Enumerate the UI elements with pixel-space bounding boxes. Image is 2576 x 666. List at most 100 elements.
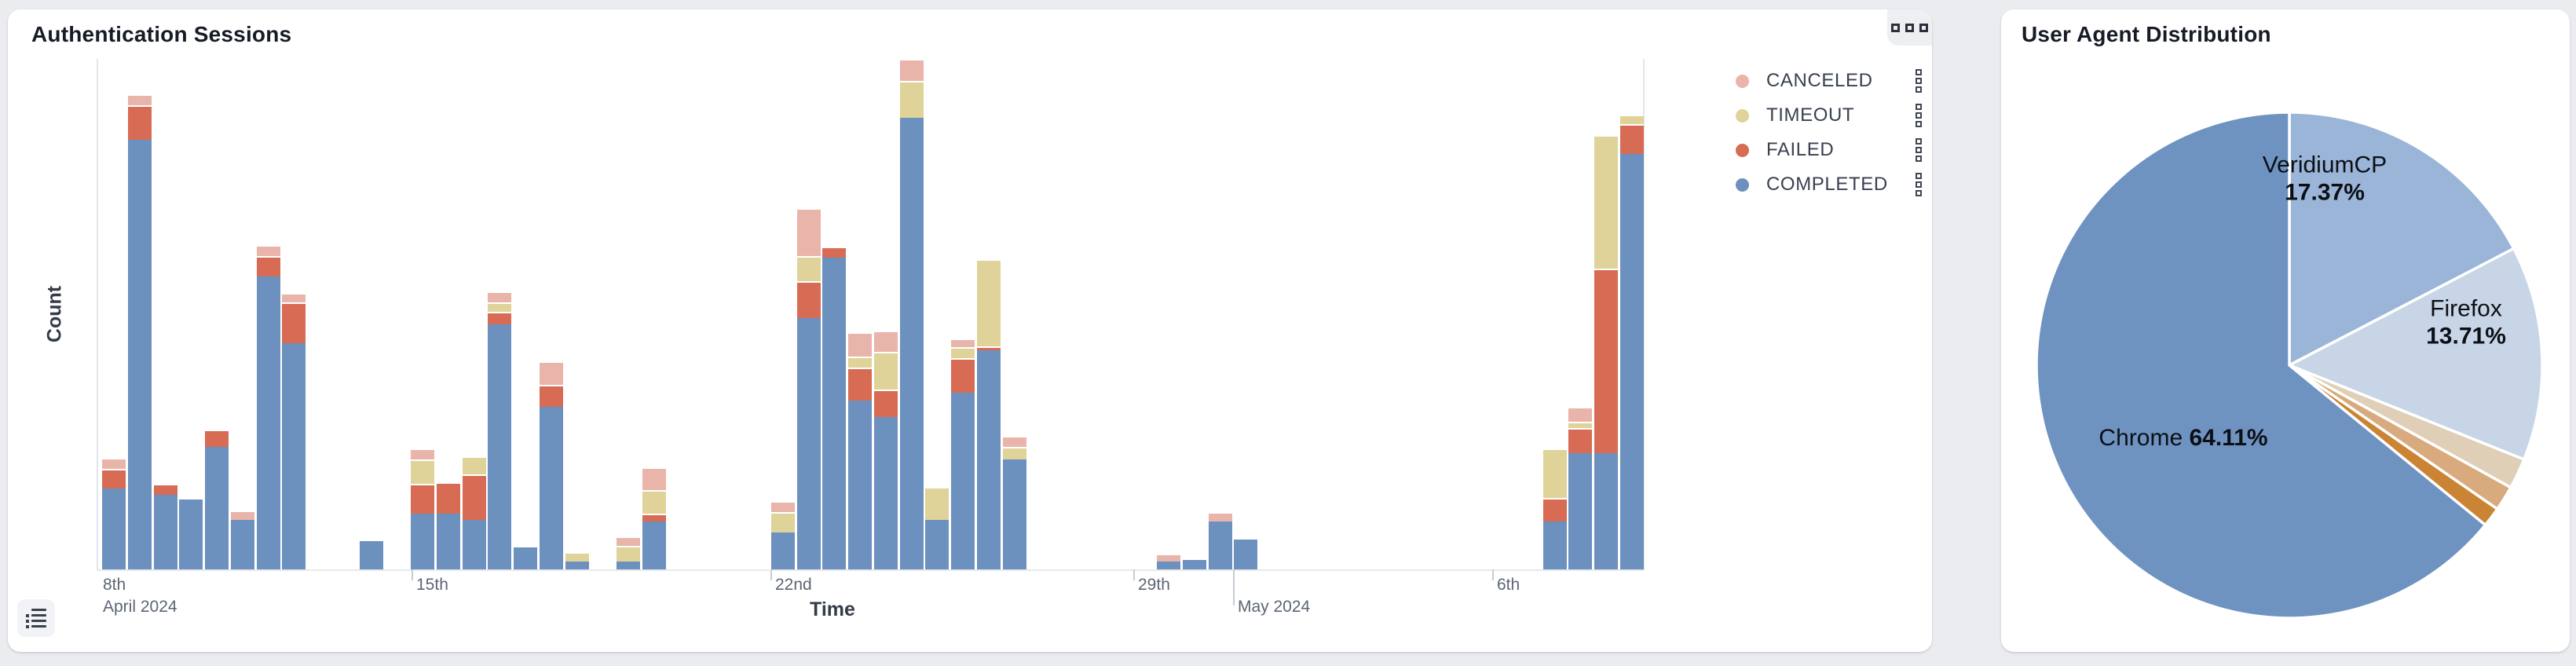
bar-segment-completed[interactable] [1157, 562, 1181, 569]
bar-segment-canceled[interactable] [1568, 408, 1593, 423]
pie-slice-chrome[interactable] [2035, 111, 2487, 620]
bar-segment-timeout[interactable] [1002, 448, 1026, 459]
bar-stack[interactable] [1002, 436, 1026, 569]
bar-segment-failed[interactable] [976, 347, 1001, 351]
bar-segment-canceled[interactable] [796, 209, 821, 256]
bar-segment-failed[interactable] [1568, 430, 1593, 453]
bar-segment-canceled[interactable] [230, 511, 254, 520]
bar-segment-completed[interactable] [796, 317, 821, 569]
bar-segment-completed[interactable] [848, 400, 873, 569]
bar-stack[interactable] [256, 245, 280, 569]
bar-stack[interactable] [488, 291, 512, 569]
bar-segment-completed[interactable] [205, 446, 229, 569]
bar-segment-timeout[interactable] [462, 457, 486, 475]
bar-stack[interactable] [873, 331, 898, 569]
bar-segment-failed[interactable] [436, 484, 460, 514]
bar-stack[interactable] [1568, 407, 1593, 569]
bar-stack[interactable] [411, 448, 435, 569]
bar-stack[interactable] [127, 94, 152, 569]
bar-segment-completed[interactable] [488, 324, 512, 569]
bar-segment-completed[interactable] [282, 342, 306, 569]
bar-segment-completed[interactable] [102, 489, 126, 569]
bar-segment-failed[interactable] [282, 304, 306, 343]
bar-segment-timeout[interactable] [848, 358, 873, 368]
bar-stack[interactable] [951, 338, 975, 569]
bar-segment-completed[interactable] [462, 519, 486, 569]
kebab-handle-icon[interactable] [1916, 104, 1922, 127]
bar-segment-completed[interactable] [770, 532, 795, 569]
bar-segment-timeout[interactable] [642, 492, 666, 514]
bar-stack[interactable] [1208, 512, 1232, 569]
bar-segment-timeout[interactable] [925, 489, 950, 520]
bar-segment-failed[interactable] [127, 107, 152, 140]
bar-stack[interactable] [282, 293, 306, 569]
bar-segment-completed[interactable] [565, 562, 589, 569]
bar-segment-completed[interactable] [539, 406, 563, 569]
bar-segment-failed[interactable] [462, 476, 486, 520]
bar-segment-timeout[interactable] [565, 554, 589, 562]
bar-segment-failed[interactable] [822, 248, 847, 258]
bar-segment-completed[interactable] [1234, 540, 1258, 569]
bar-stack[interactable] [462, 456, 486, 569]
bar-segment-completed[interactable] [1594, 452, 1619, 569]
data-view-button[interactable] [17, 599, 55, 637]
legend-item-timeout[interactable]: TIMEOUT [1736, 104, 1922, 127]
bar-segment-completed[interactable] [617, 562, 641, 569]
bar-segment-canceled[interactable] [642, 468, 666, 491]
bar-stack[interactable] [514, 547, 538, 569]
bar-stack[interactable] [848, 332, 873, 569]
bar-segment-completed[interactable] [873, 417, 898, 569]
bar-segment-canceled[interactable] [102, 459, 126, 469]
bar-segment-canceled[interactable] [1002, 437, 1026, 447]
bar-segment-timeout[interactable] [770, 513, 795, 532]
bar-segment-failed[interactable] [848, 369, 873, 401]
bar-segment-failed[interactable] [1594, 269, 1619, 453]
bar-segment-canceled[interactable] [899, 60, 924, 81]
card-menu-button[interactable] [1887, 9, 1932, 46]
bar-segment-completed[interactable] [127, 139, 152, 569]
bar-stack[interactable] [539, 361, 563, 569]
bar-segment-failed[interactable] [796, 282, 821, 318]
bar-segment-timeout[interactable] [1619, 116, 1644, 125]
bar-stack[interactable] [976, 259, 1001, 569]
bar-segment-completed[interactable] [1002, 459, 1026, 569]
bar-segment-timeout[interactable] [796, 257, 821, 281]
bar-segment-timeout[interactable] [873, 353, 898, 390]
bar-segment-completed[interactable] [514, 547, 538, 569]
bar-segment-canceled[interactable] [282, 295, 306, 303]
bar-segment-failed[interactable] [411, 485, 435, 514]
bar-segment-canceled[interactable] [539, 363, 563, 385]
bar-stack[interactable] [899, 59, 924, 569]
kebab-handle-icon[interactable] [1916, 138, 1922, 162]
bar-stack[interactable] [179, 500, 203, 569]
bar-segment-completed[interactable] [1182, 560, 1206, 569]
bar-stack[interactable] [770, 501, 795, 569]
kebab-handle-icon[interactable] [1916, 173, 1922, 196]
bar-stack[interactable] [822, 247, 847, 569]
bar-segment-canceled[interactable] [951, 339, 975, 348]
bar-stack[interactable] [102, 458, 126, 569]
bar-stack[interactable] [205, 430, 229, 569]
bar-stack[interactable] [1594, 135, 1619, 569]
bar-stack[interactable] [642, 467, 666, 569]
bar-segment-completed[interactable] [899, 118, 924, 569]
bar-stack[interactable] [1234, 540, 1258, 569]
bar-segment-canceled[interactable] [1157, 555, 1181, 562]
bar-stack[interactable] [230, 510, 254, 569]
bar-segment-timeout[interactable] [1594, 136, 1619, 269]
bar-segment-failed[interactable] [102, 470, 126, 489]
bar-segment-canceled[interactable] [770, 503, 795, 512]
bar-segment-completed[interactable] [925, 519, 950, 569]
bar-stack[interactable] [153, 484, 177, 569]
bar-stack[interactable] [1619, 115, 1644, 569]
bar-segment-completed[interactable] [179, 500, 203, 569]
bar-segment-canceled[interactable] [488, 293, 512, 303]
bar-stack[interactable] [359, 541, 383, 569]
bar-segment-canceled[interactable] [617, 538, 641, 547]
bar-stack[interactable] [617, 536, 641, 569]
bar-segment-failed[interactable] [1542, 500, 1567, 521]
bar-stack[interactable] [1182, 560, 1206, 569]
bar-segment-canceled[interactable] [127, 96, 152, 106]
legend-item-completed[interactable]: COMPLETED [1736, 173, 1922, 196]
bar-segment-failed[interactable] [951, 360, 975, 393]
